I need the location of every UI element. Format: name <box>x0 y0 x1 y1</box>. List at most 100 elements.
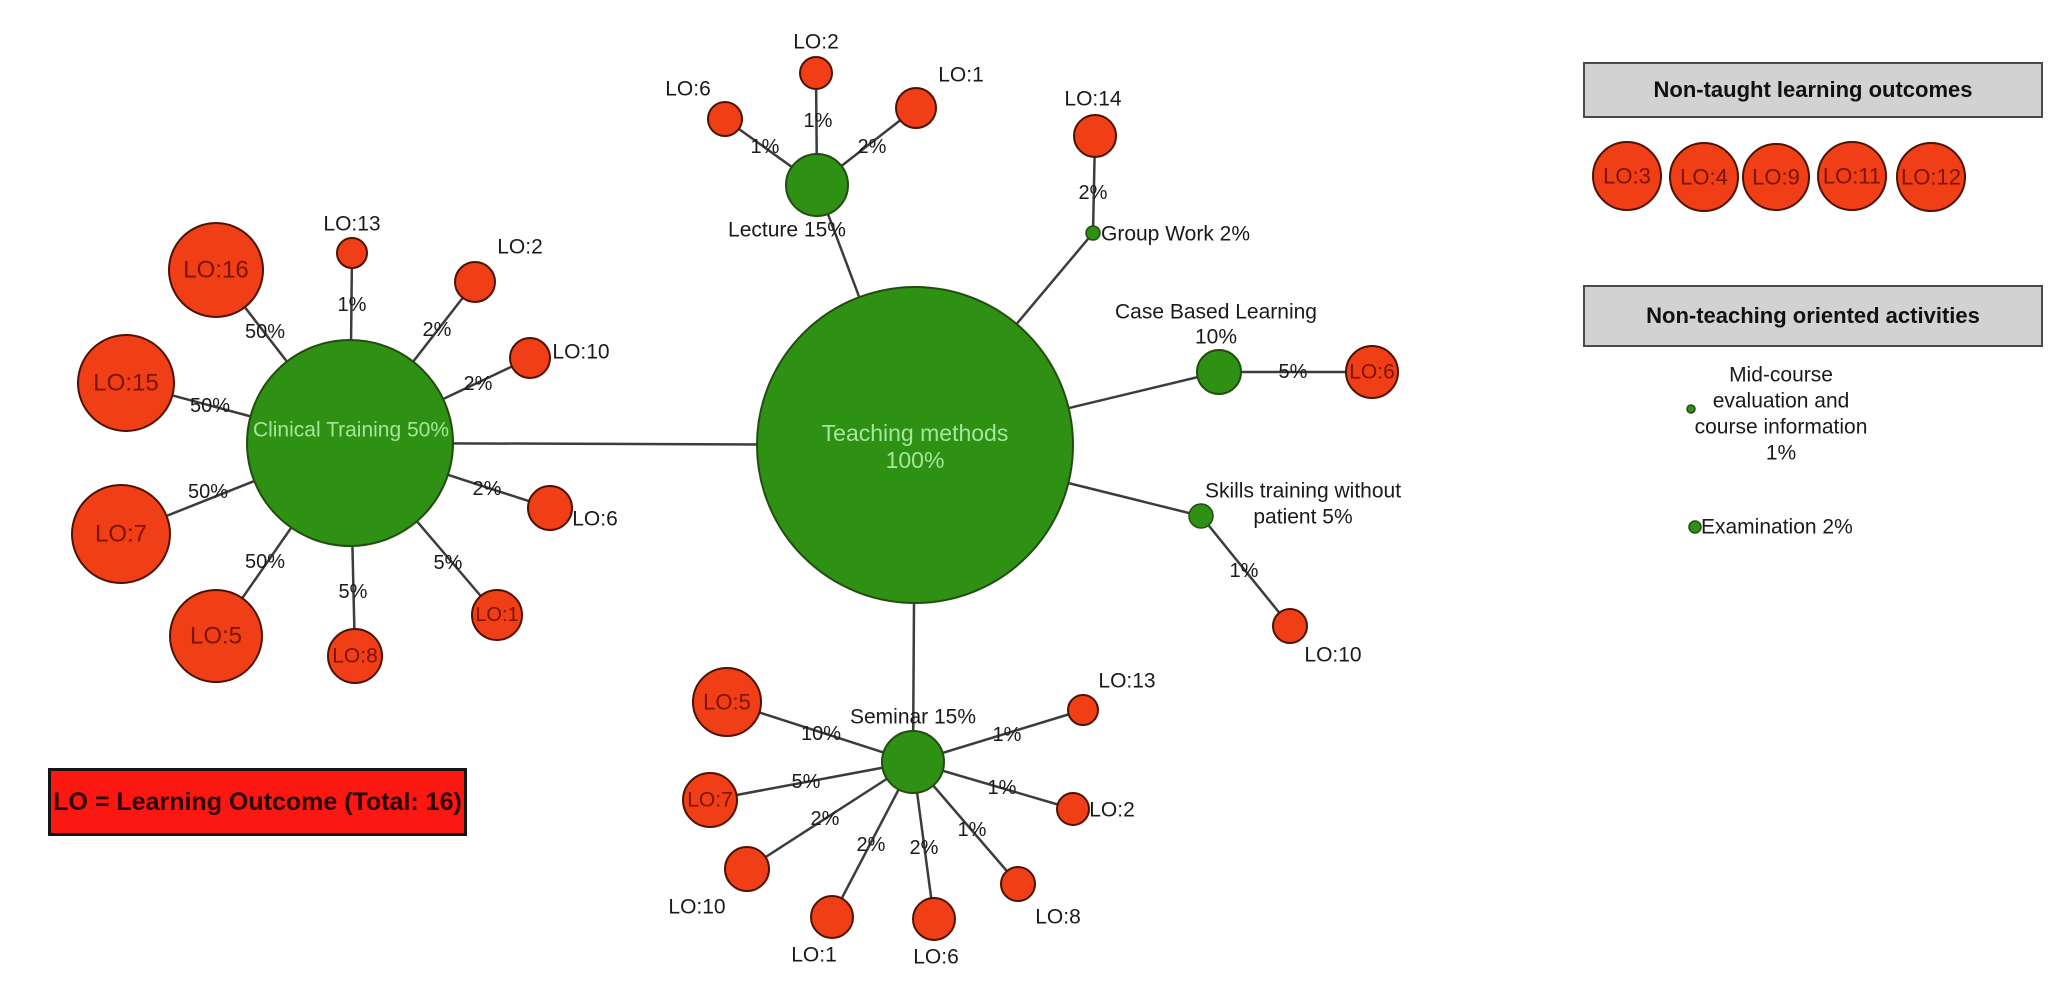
label-c7: LO:7 <box>95 521 147 548</box>
label-c10: LO:10 <box>552 341 609 364</box>
edge-label-seminar-se10: 2% <box>811 808 840 830</box>
edge-label-clinical-c13: 1% <box>338 294 367 316</box>
label-se2: LO:2 <box>1089 799 1135 822</box>
node-cb6 <box>1345 345 1399 399</box>
node-c2 <box>454 261 496 303</box>
node-lecture <box>785 153 849 217</box>
node-casebased <box>1196 349 1242 395</box>
label-midcourse_dot-line4: 1% <box>1766 442 1796 465</box>
label-nt3: LO:3 <box>1603 164 1651 189</box>
edge-label-clinical-c7: 50% <box>188 481 228 503</box>
label-skills-line2: patient 5% <box>1253 506 1352 529</box>
label-midcourse_dot-line1: Mid-course <box>1729 364 1833 387</box>
node-skills <box>1188 503 1214 529</box>
edge-label-seminar-se8: 1% <box>958 819 987 841</box>
label-exam_dot: Examination 2% <box>1701 516 1853 539</box>
label-skills-line1: Skills training without <box>1205 480 1401 503</box>
edge-label-clinical-c15: 50% <box>190 395 230 417</box>
edge-label-lecture-l1: 2% <box>858 136 887 158</box>
label-se1: LO:1 <box>791 944 837 967</box>
edge-label-skills-s10: 1% <box>1230 560 1259 582</box>
edge-label-groupwork-g14: 2% <box>1079 182 1108 204</box>
node-tm <box>756 286 1074 604</box>
node-nt3 <box>1592 141 1662 211</box>
node-c1 <box>471 589 523 641</box>
node-clinical <box>246 339 454 547</box>
node-nt4 <box>1669 142 1739 212</box>
node-l1 <box>895 87 937 129</box>
edge-label-seminar-se13: 1% <box>993 724 1022 746</box>
label-midcourse_dot-line2: evaluation and <box>1713 390 1850 413</box>
non-teaching-oriented-activities-header: Non-teaching oriented activities <box>1583 285 2043 347</box>
node-c5 <box>169 589 263 683</box>
label-c15: LO:15 <box>93 370 158 397</box>
label-c16: LO:16 <box>183 257 248 284</box>
node-nt11 <box>1817 141 1887 211</box>
label-casebased-line1: Case Based Learning <box>1115 301 1317 324</box>
node-se13 <box>1067 694 1099 726</box>
edge-label-seminar-se5: 10% <box>801 723 841 745</box>
node-se8 <box>1000 866 1036 902</box>
label-tm-line2: 100% <box>886 447 945 473</box>
node-s10 <box>1272 608 1308 644</box>
node-c16 <box>168 222 264 318</box>
node-se1 <box>810 895 854 939</box>
label-c1: LO:1 <box>475 604 518 626</box>
edge-label-seminar-se7: 5% <box>792 771 821 793</box>
edge-label-clinical-c16: 50% <box>245 321 285 343</box>
label-se6: LO:6 <box>913 946 959 969</box>
label-midcourse_dot-line3: course information <box>1695 416 1868 439</box>
label-l6: LO:6 <box>665 78 711 101</box>
node-c7 <box>71 484 171 584</box>
node-g14 <box>1073 114 1117 158</box>
edge-label-seminar-se1: 2% <box>857 834 886 856</box>
label-c8: LO:8 <box>332 645 378 668</box>
label-s10: LO:10 <box>1304 644 1361 667</box>
label-se5: LO:5 <box>703 690 751 715</box>
edge-seminar-se7 <box>709 760 914 802</box>
edge-label-clinical-c10: 2% <box>464 373 493 395</box>
node-exam_dot <box>1688 520 1702 534</box>
label-c6: LO:6 <box>572 508 618 531</box>
label-groupwork: Group Work 2% <box>1101 223 1250 246</box>
node-se6 <box>912 897 956 941</box>
label-se10: LO:10 <box>668 896 725 919</box>
node-l6 <box>707 101 743 137</box>
node-se2 <box>1056 792 1090 826</box>
edge-label-clinical-c1: 5% <box>434 552 463 574</box>
node-c15 <box>77 334 175 432</box>
label-se7: LO:7 <box>687 789 733 812</box>
label-lecture: Lecture 15% <box>728 219 846 242</box>
node-nt12 <box>1896 142 1966 212</box>
label-casebased-line2: 10% <box>1195 326 1237 349</box>
node-se7 <box>682 772 738 828</box>
edge-label-lecture-l6: 1% <box>751 136 780 158</box>
label-nt12: LO:12 <box>1901 165 1961 190</box>
label-l1: LO:1 <box>938 64 984 87</box>
label-clinical: Clinical Training 50% <box>253 419 449 442</box>
edge-skills-s10 <box>1200 515 1291 627</box>
edge-label-clinical-c6: 2% <box>473 478 502 500</box>
label-cb6: LO:6 <box>1349 361 1395 384</box>
non-taught-learning-outcomes-header: Non-taught learning outcomes <box>1583 62 2043 118</box>
node-l2 <box>799 56 833 90</box>
edge-seminar-se10 <box>746 760 914 871</box>
legend-box: LO = Learning Outcome (Total: 16) <box>48 768 467 836</box>
label-l2: LO:2 <box>793 31 839 54</box>
node-se5 <box>692 667 762 737</box>
edge-label-clinical-c5: 50% <box>245 551 285 573</box>
node-c6 <box>527 485 573 531</box>
label-se13: LO:13 <box>1098 670 1155 693</box>
node-se10 <box>724 846 770 892</box>
node-groupwork <box>1085 225 1101 241</box>
node-midcourse_dot <box>1686 404 1696 414</box>
legend-text: LO = Learning Outcome (Total: 16) <box>53 787 462 816</box>
edge-label-seminar-se6: 2% <box>910 837 939 859</box>
node-c13 <box>336 237 368 269</box>
edge-label-casebased-cb6: 5% <box>1279 361 1308 383</box>
node-c8 <box>327 628 383 684</box>
label-nt4: LO:4 <box>1680 165 1728 190</box>
edge-label-clinical-c2: 2% <box>423 319 452 341</box>
